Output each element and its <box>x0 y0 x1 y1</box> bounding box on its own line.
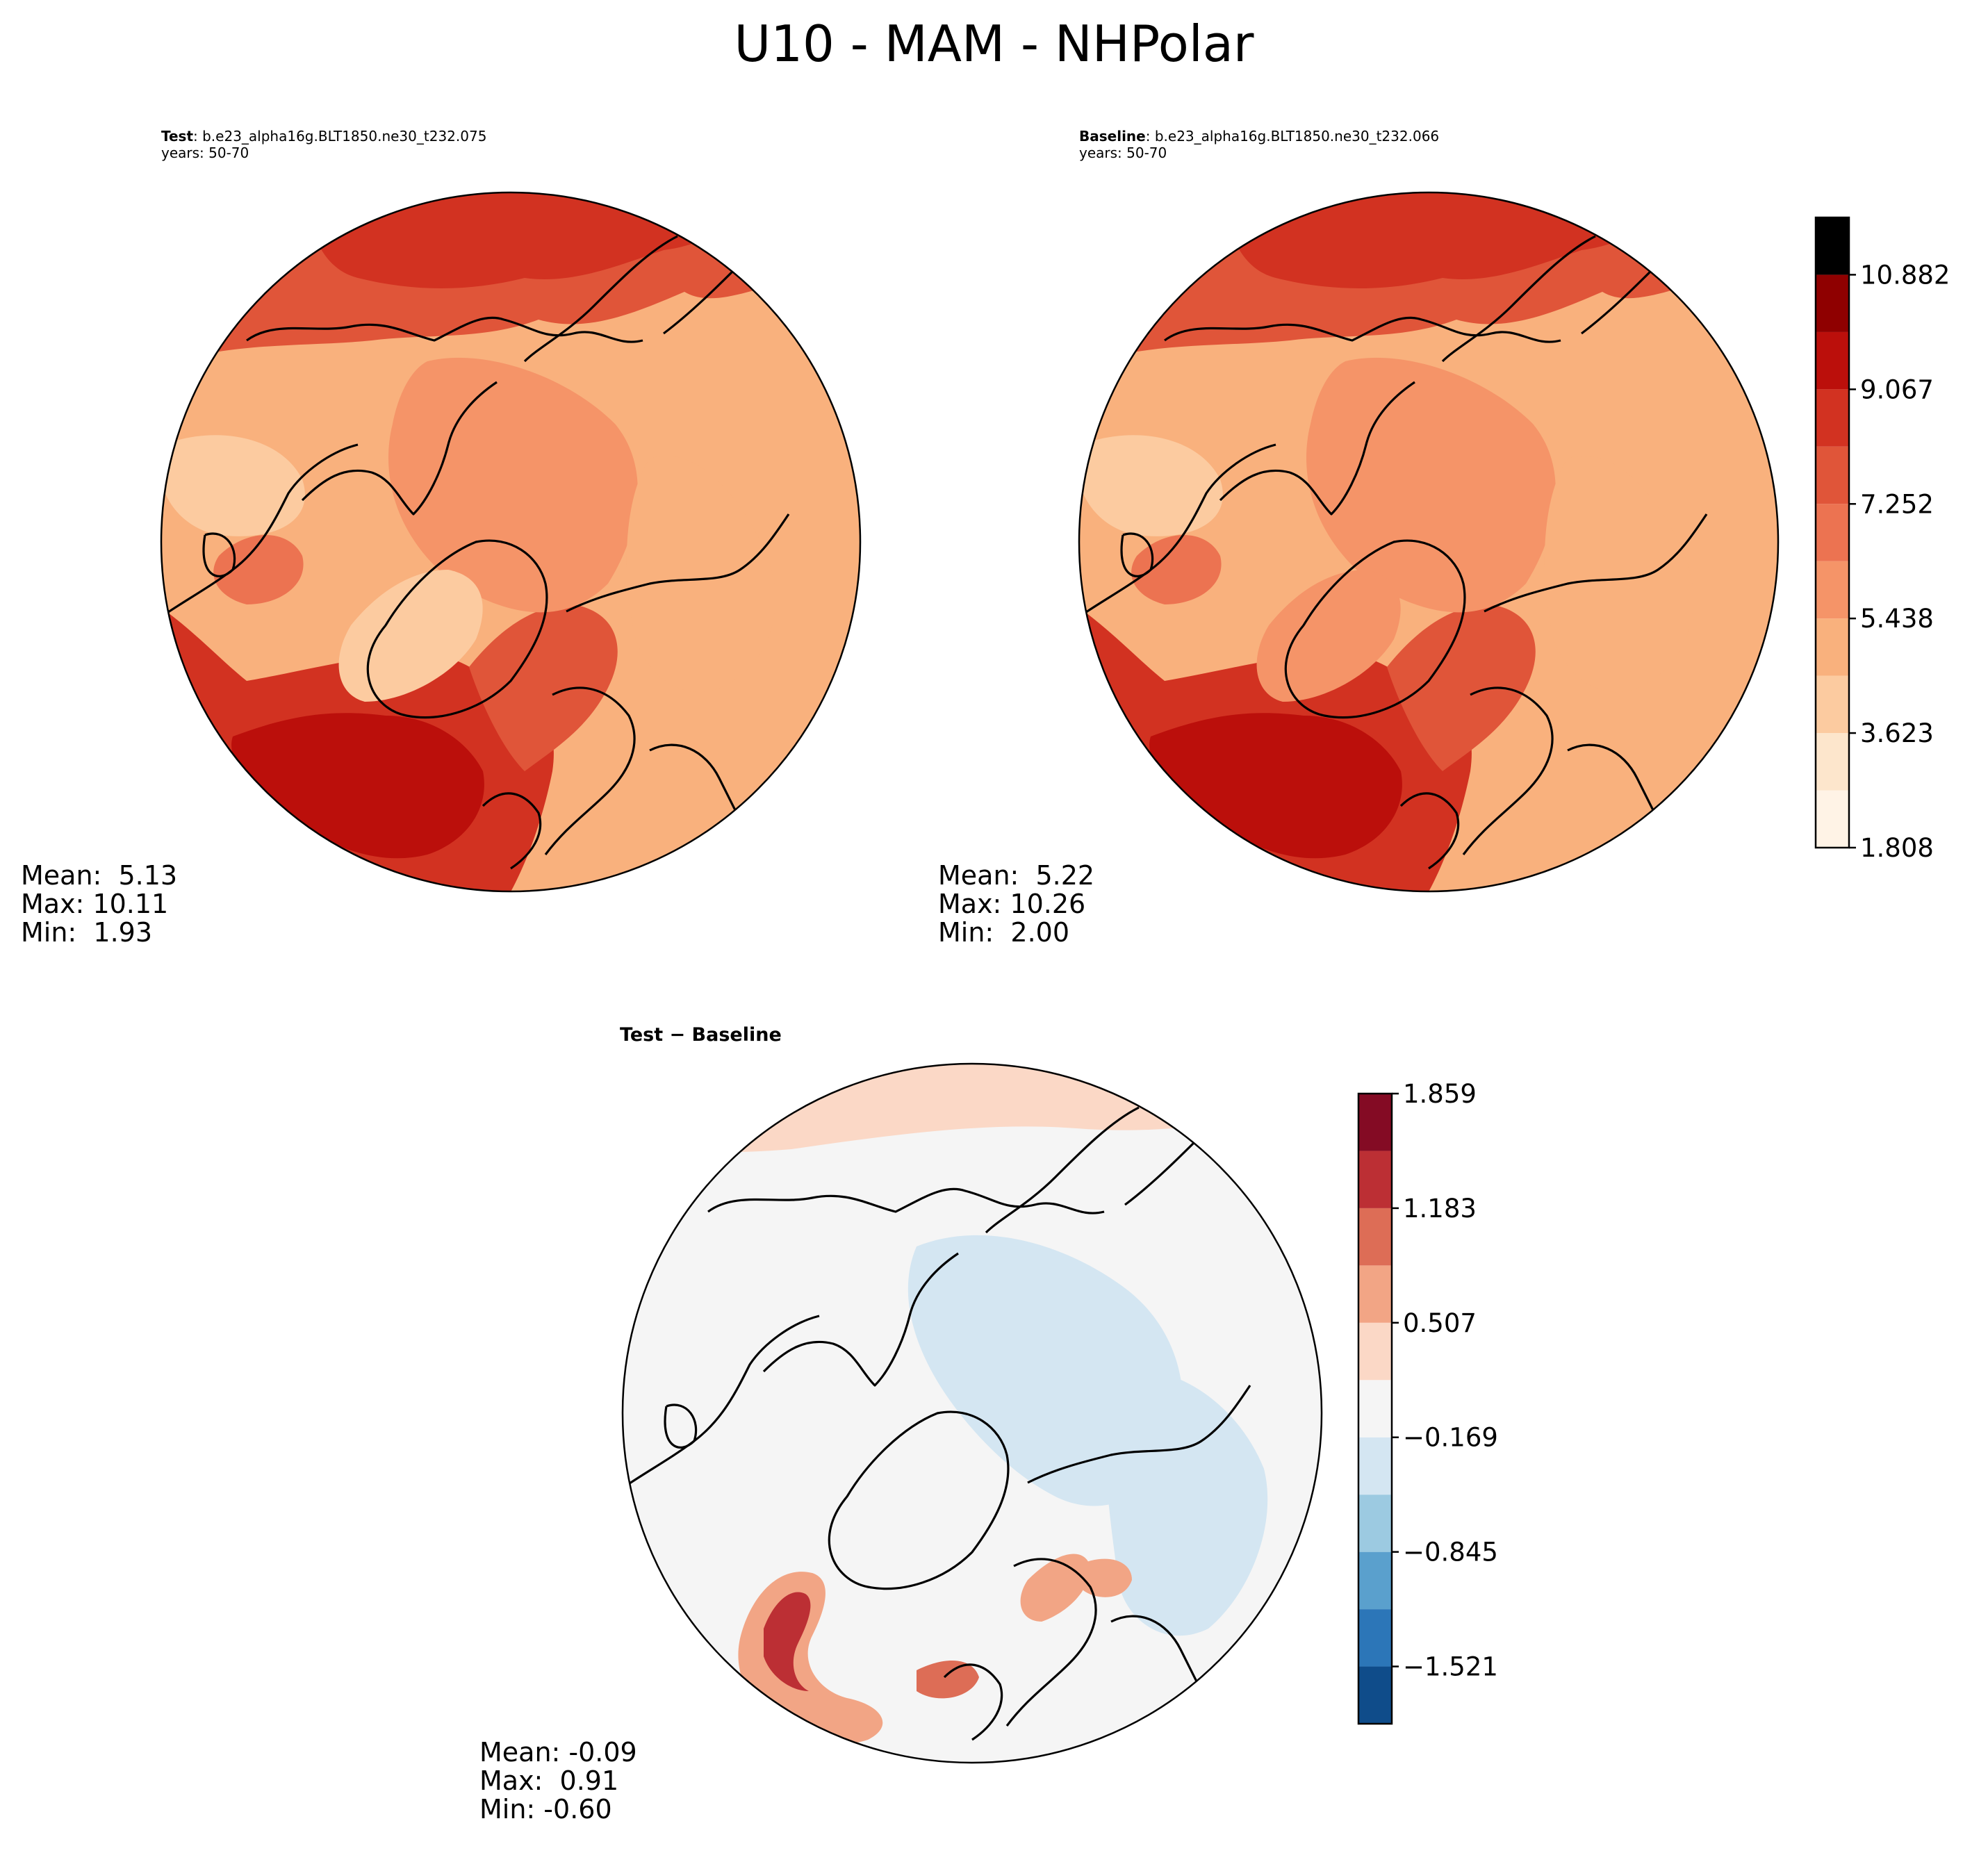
mean-colorbar-tick-label-4: 9.067 <box>1860 374 1934 404</box>
mean-colorbar-band-7 <box>1816 389 1849 446</box>
mean-colorbar-band-6 <box>1816 447 1849 504</box>
mean-colorbar-band-1 <box>1816 733 1849 791</box>
difference-map <box>611 1024 1333 1763</box>
test-field <box>122 153 872 931</box>
baseline-map <box>1040 153 1790 931</box>
mean-colorbar-tick-label-1: 3.623 <box>1860 718 1934 748</box>
test-map <box>122 153 872 931</box>
difference-colorbar-tick-label-3: 0.507 <box>1403 1308 1477 1338</box>
difference-colorbar-band-3 <box>1358 1494 1392 1551</box>
mean-colorbar-band-10 <box>1816 217 1849 274</box>
mean-colorbar-band-5 <box>1816 504 1849 561</box>
difference-colorbar-band-9 <box>1358 1151 1392 1208</box>
mean-colorbar-band-2 <box>1816 676 1849 733</box>
difference-colorbar-tick-label-5: 1.859 <box>1403 1079 1477 1109</box>
mean-colorbar-band-4 <box>1816 561 1849 618</box>
mean-colorbar-tick-label-0: 1.808 <box>1860 833 1934 863</box>
mean-colorbar: 1.808 3.623 5.438 7.252 9.067 10.882 <box>1816 217 1950 863</box>
mean-colorbar-tick-label-2: 5.438 <box>1860 604 1934 634</box>
mean-colorbar-tick-label-3: 7.252 <box>1860 489 1934 519</box>
difference-colorbar-tick-label-0: −1.521 <box>1403 1652 1498 1682</box>
difference-colorbar-band-8 <box>1358 1208 1392 1265</box>
difference-colorbar-band-1 <box>1358 1609 1392 1666</box>
difference-colorbar: −1.521 −0.845 −0.169 0.507 1.183 1.859 <box>1358 1079 1498 1724</box>
difference-colorbar-band-7 <box>1358 1265 1392 1322</box>
difference-colorbar-tick-label-2: −0.169 <box>1403 1423 1498 1453</box>
mean-colorbar-band-8 <box>1816 332 1849 389</box>
baseline-field <box>1040 153 1790 931</box>
difference-colorbar-band-2 <box>1358 1552 1392 1609</box>
difference-colorbar-band-0 <box>1358 1667 1392 1724</box>
difference-colorbar-tick-label-1: −0.845 <box>1403 1538 1498 1567</box>
mean-colorbar-band-9 <box>1816 274 1849 332</box>
difference-colorbar-band-6 <box>1358 1323 1392 1380</box>
baseline-region-atlanticCore <box>1149 713 1402 858</box>
test-region-atlanticCore <box>231 713 484 858</box>
difference-field <box>611 1024 1333 1763</box>
difference-colorbar-band-5 <box>1358 1380 1392 1437</box>
mean-colorbar-band-3 <box>1816 618 1849 676</box>
difference-colorbar-band-10 <box>1358 1094 1392 1151</box>
difference-colorbar-band-4 <box>1358 1438 1392 1494</box>
mean-colorbar-band-0 <box>1816 791 1849 848</box>
mean-colorbar-tick-label-5: 10.882 <box>1860 260 1950 290</box>
difference-colorbar-tick-label-4: 1.183 <box>1403 1194 1477 1224</box>
